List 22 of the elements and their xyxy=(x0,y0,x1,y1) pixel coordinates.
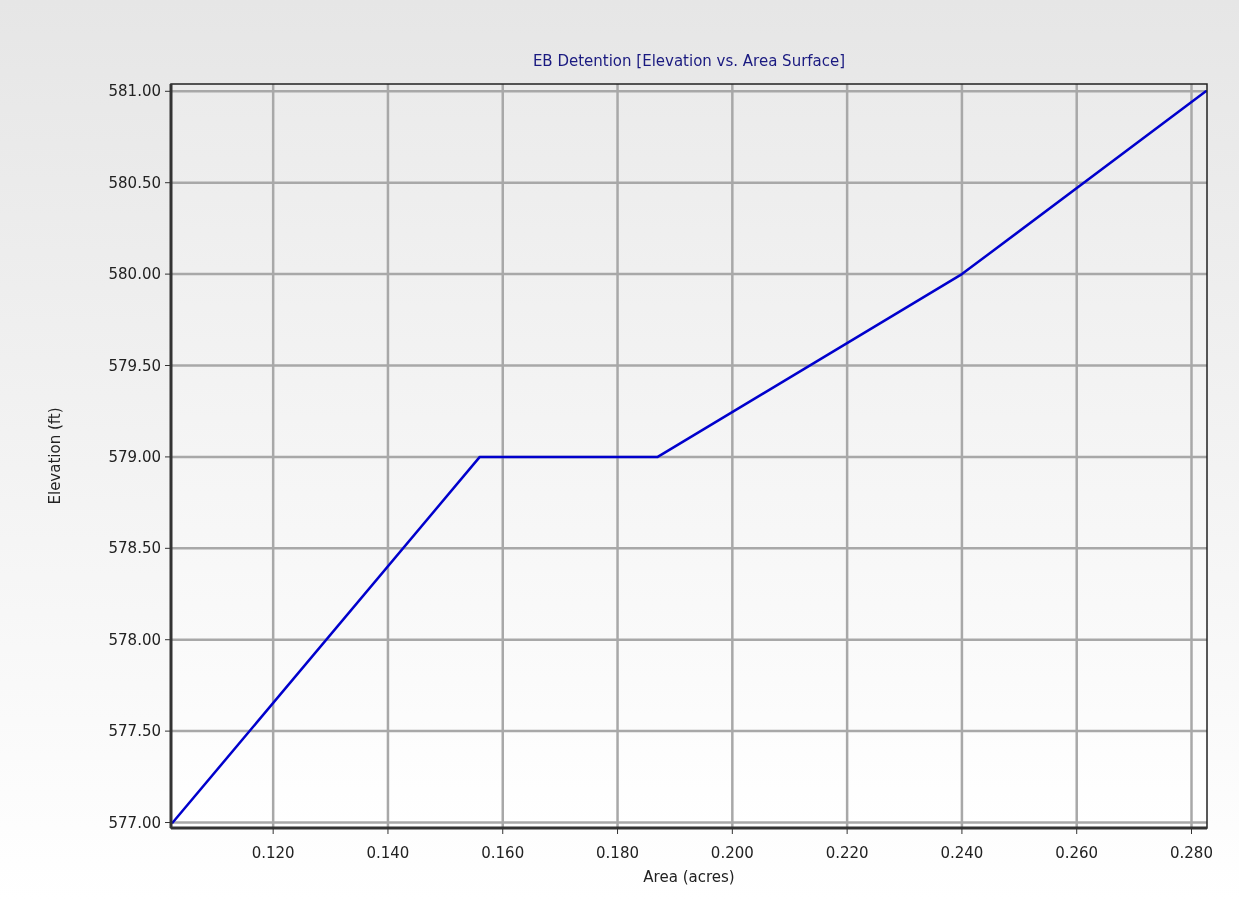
x-tick-label: 0.260 xyxy=(1055,844,1099,862)
y-tick-label: 579.50 xyxy=(108,356,161,375)
line-series xyxy=(171,90,1208,824)
y-axis-title: Elevation (ft) xyxy=(46,407,64,505)
y-tick-label: 580.50 xyxy=(108,173,161,192)
y-tick-label: 577.00 xyxy=(108,813,161,832)
y-tick-label: 578.50 xyxy=(108,539,161,558)
x-tick-label: 0.220 xyxy=(825,844,869,862)
y-tick-label: 580.00 xyxy=(108,265,161,284)
chart-title: EB Detention [Elevation vs. Area Surface] xyxy=(532,52,846,70)
y-tick-label: 577.50 xyxy=(108,722,161,741)
x-tick-label: 0.180 xyxy=(596,844,640,862)
y-tick-label: 578.00 xyxy=(108,630,161,649)
x-tick-label: 0.280 xyxy=(1170,844,1213,862)
y-tick-label: 581.00 xyxy=(108,82,161,101)
y-tick-label: 579.00 xyxy=(108,447,161,466)
x-tick-label: 0.160 xyxy=(481,844,525,862)
x-axis-title: Area (acres) xyxy=(643,868,735,886)
x-tick-label: 0.120 xyxy=(251,844,295,862)
x-tick-label: 0.240 xyxy=(940,844,984,862)
x-tick-label: 0.140 xyxy=(366,844,410,862)
x-tick-label: 0.200 xyxy=(710,844,754,862)
